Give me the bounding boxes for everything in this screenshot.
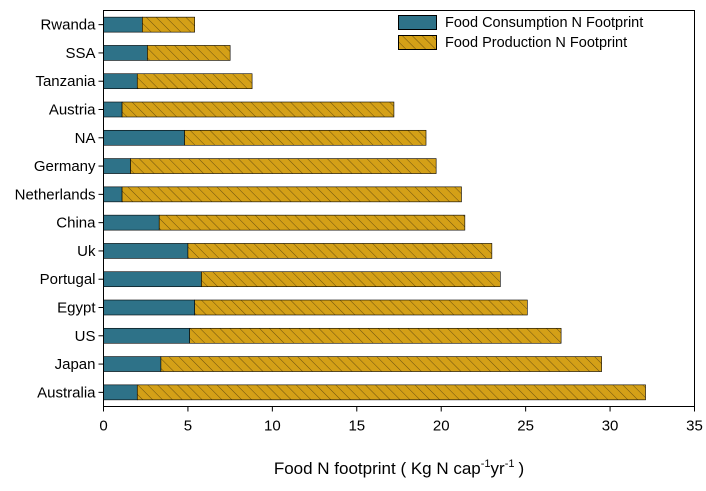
bar-egypt-consumption — [103, 299, 195, 316]
y-tick-label-japan: Japan — [55, 356, 96, 373]
x-axis-title-main: Food N footprint ( Kg N cap — [274, 459, 481, 478]
bar-tanzania-consumption — [103, 73, 138, 90]
bar-rwanda-consumption — [103, 16, 143, 33]
y-tick-label-tanzania: Tanzania — [35, 73, 96, 90]
bar-us-consumption — [103, 327, 190, 344]
x-axis-title-end: ) — [519, 459, 525, 478]
bar-china-production — [158, 214, 466, 231]
x-axis-ticks: 0 5 10 15 20 25 30 35 — [99, 406, 703, 435]
x-axis-title-sup2: -1 — [505, 458, 515, 470]
legend-swatch-consumption — [398, 15, 437, 30]
x-tick-label-0: 0 — [99, 418, 107, 435]
x-tick-label-35: 35 — [686, 418, 703, 435]
bar-austria-production — [121, 101, 395, 118]
bar-portugal-production — [201, 271, 501, 288]
y-tick-label-egypt: Egypt — [57, 300, 96, 317]
x-tick-label-20: 20 — [433, 418, 450, 435]
y-tick-label-australia: Australia — [37, 384, 96, 401]
bar-ssa-consumption — [103, 45, 148, 61]
x-axis-title: Food N footprint ( Kg N cap-1yr-1) — [274, 458, 524, 478]
y-tick-label-germany: Germany — [34, 158, 96, 175]
y-tick-label-netherlands: Netherlands — [15, 186, 96, 203]
plot-frame — [103, 10, 695, 407]
y-tick-label-na: NA — [75, 130, 96, 147]
bar-netherlands-production — [121, 186, 462, 203]
bar-na-production — [184, 129, 427, 146]
bar-germany-consumption — [103, 158, 131, 174]
y-tick-label-china: China — [56, 215, 96, 232]
bar-ssa-production — [147, 45, 231, 61]
x-tick-label-25: 25 — [517, 418, 534, 435]
y-axis-labels: Rwanda SSA Tanzania Austria NA Germany Netherl… — [15, 17, 104, 401]
legend: Food Consumption N Footprint Food Produc… — [398, 15, 643, 51]
y-tick-label-ssa: SSA — [65, 45, 95, 62]
y-tick-label-us: US — [75, 328, 96, 345]
legend-swatch-production — [398, 35, 437, 50]
bar-australia-consumption — [103, 384, 138, 401]
x-axis-title-sup1: -1 — [481, 458, 491, 470]
bar-japan-consumption — [103, 356, 162, 372]
x-tick-label-5: 5 — [184, 418, 192, 435]
bar-germany-production — [130, 158, 437, 174]
legend-label-production: Food Production N Footprint — [445, 35, 627, 51]
x-tick-label-15: 15 — [348, 418, 365, 435]
y-tick-label-rwanda: Rwanda — [40, 17, 96, 34]
bar-uk-production — [187, 243, 493, 259]
bar-tanzania-production — [136, 73, 253, 90]
x-tick-label-30: 30 — [602, 418, 619, 435]
bar-austria-consumption — [103, 101, 123, 118]
bar-japan-production — [160, 356, 602, 372]
bar-portugal-consumption — [103, 271, 202, 288]
bar-egypt-production — [194, 299, 528, 316]
x-axis-title-mid: yr — [491, 459, 506, 478]
bar-china-consumption — [103, 214, 160, 231]
bar-na-consumption — [103, 129, 185, 146]
x-tick-label-10: 10 — [264, 418, 281, 435]
legend-label-consumption: Food Consumption N Footprint — [445, 15, 643, 31]
bar-australia-production — [136, 384, 646, 401]
bars-layer — [103, 16, 646, 401]
bar-rwanda-production — [142, 16, 195, 33]
y-tick-label-austria: Austria — [49, 102, 96, 119]
bar-us-production — [189, 327, 562, 344]
bar-uk-consumption — [103, 243, 189, 259]
bar-netherlands-consumption — [103, 186, 123, 203]
y-tick-label-portugal: Portugal — [40, 271, 96, 288]
y-tick-label-uk: Uk — [77, 243, 96, 260]
